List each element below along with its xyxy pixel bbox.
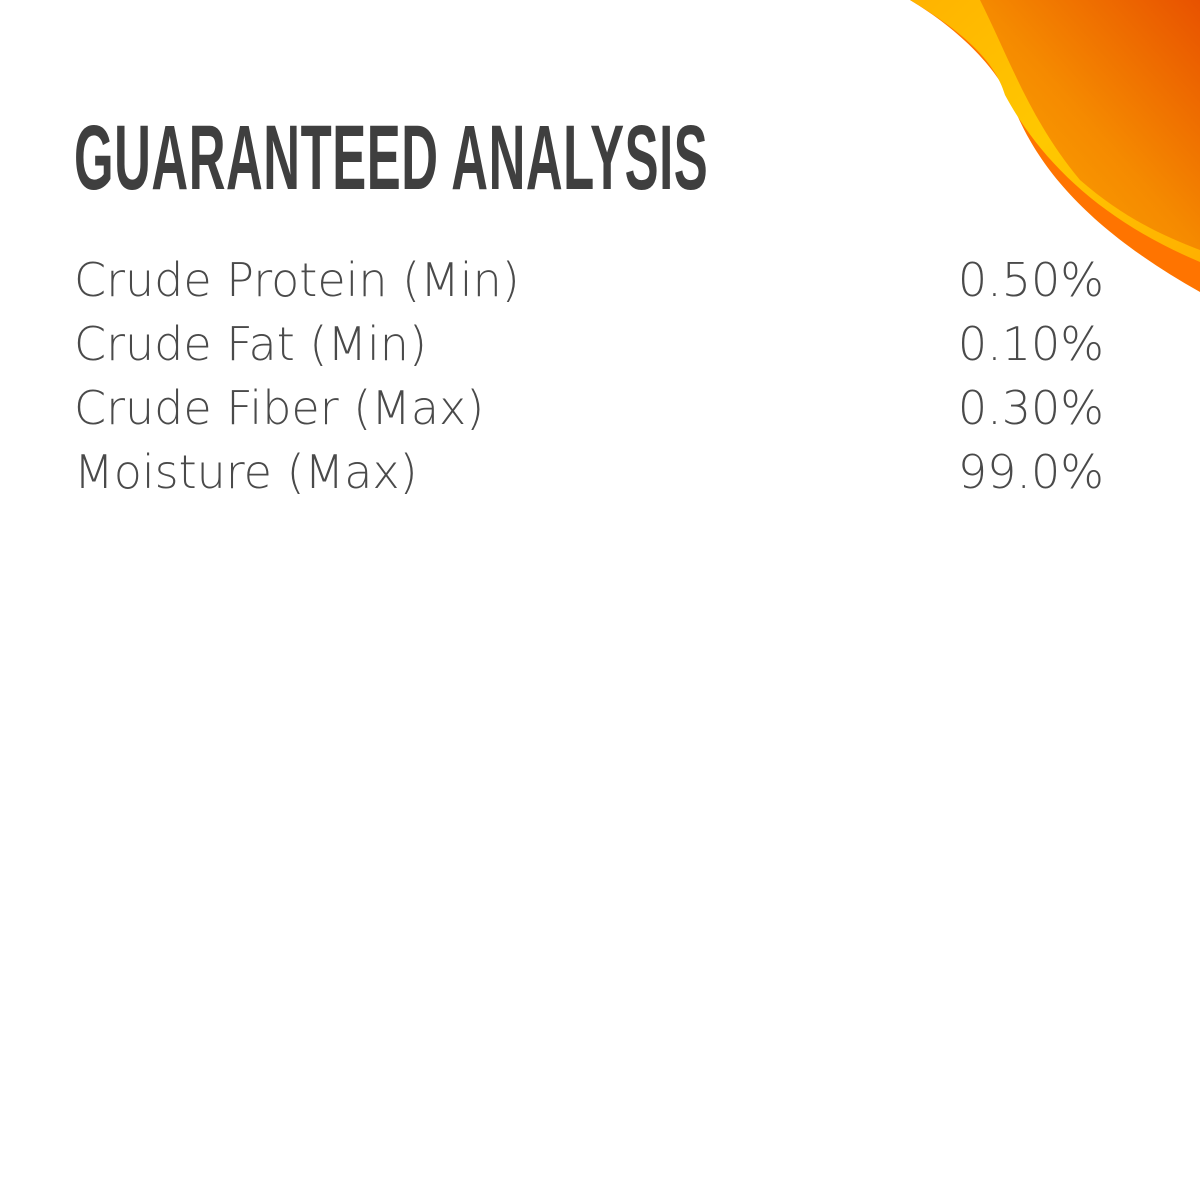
analysis-table: Crude Protein (Min) 0.50% Crude Fat (Min)… [74,248,1104,504]
row-value: 0.50% [957,253,1104,307]
row-value: 0.30% [957,381,1104,435]
row-value: 99.0% [957,445,1104,499]
row-value: 0.10% [957,317,1104,371]
table-row: Moisture (Max) 99.0% [74,440,1104,504]
table-row: Crude Fiber (Max) 0.30% [74,376,1104,440]
swoosh-orange-fill [980,0,1200,250]
row-label: Crude Fat (Min) [74,317,427,371]
page-title: GUARANTEED ANALYSIS [74,107,709,209]
row-label: Crude Protein (Min) [74,253,520,307]
table-row: Crude Fat (Min) 0.10% [74,312,1104,376]
table-row: Crude Protein (Min) 0.50% [74,248,1104,312]
row-label: Moisture (Max) [74,445,418,499]
row-label: Crude Fiber (Max) [74,381,485,435]
